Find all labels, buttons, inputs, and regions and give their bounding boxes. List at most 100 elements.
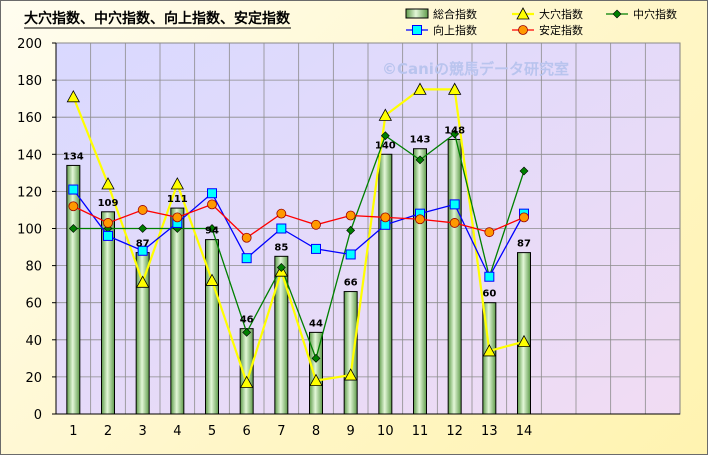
x-tick-label: 13 [481, 424, 498, 439]
marker-triangle [101, 177, 115, 190]
y-tick-label: 80 [25, 260, 42, 275]
legend-label: 大穴指数 [539, 7, 583, 21]
legend-label: 安定指数 [539, 23, 583, 37]
x-tick-label: 9 [347, 424, 355, 439]
marker-triangle [413, 82, 427, 95]
x-tick-label: 2 [104, 424, 112, 439]
marker-square [137, 245, 148, 256]
watermark: ©Caniの競馬データ研究室 [382, 60, 569, 78]
marker-circle [518, 25, 528, 35]
y-tick-label: 0 [34, 408, 42, 423]
bar [447, 138, 462, 415]
legend-label: 向上指数 [433, 23, 477, 37]
marker-square [412, 25, 422, 35]
marker-circle [345, 210, 356, 221]
x-tick-label: 12 [446, 424, 463, 439]
marker-square [345, 249, 356, 260]
marker-circle [519, 212, 529, 223]
y-tick-label: 20 [25, 371, 42, 386]
bar [101, 211, 115, 415]
y-tick-label: 180 [17, 74, 42, 89]
marker-triangle [135, 275, 150, 288]
chart-title: 大穴指数、中穴指数、向上指数、安定指数 [24, 10, 291, 27]
bar-data-label: 44 [309, 318, 323, 329]
series-line [73, 132, 525, 361]
series-line [73, 203, 525, 239]
marker-diamond [242, 327, 252, 337]
marker-square [449, 199, 460, 210]
series-line [72, 189, 525, 279]
marker-circle [137, 205, 148, 215]
bar-data-label: 134 [63, 151, 84, 162]
marker-diamond [380, 131, 390, 141]
marker-circle [415, 214, 425, 225]
legend-label: 総合指数 [433, 7, 477, 21]
y-tick-label: 60 [25, 297, 42, 312]
marker-diamond [415, 155, 425, 165]
marker-triangle [205, 273, 219, 286]
marker-circle [241, 232, 252, 243]
bar [274, 255, 289, 415]
x-tick-label: 14 [516, 424, 533, 439]
marker-square [103, 230, 113, 241]
marker-triangle [66, 89, 81, 103]
y-tick-label: 120 [17, 185, 42, 200]
x-tick-label: 11 [412, 424, 429, 439]
y-tick-label: 200 [17, 37, 42, 52]
marker-diamond [68, 224, 78, 233]
bar-data-label: 87 [517, 239, 531, 250]
marker-diamond [612, 9, 622, 19]
marker-diamond [311, 353, 321, 363]
marker-square [311, 243, 321, 254]
y-tick-label: 160 [17, 111, 42, 126]
marker-diamond [207, 224, 217, 233]
marker-circle [484, 227, 495, 238]
x-tick-label: 5 [208, 424, 216, 439]
bar-data-label: 60 [482, 289, 496, 300]
y-tick-label: 140 [17, 148, 42, 163]
series-line [72, 88, 525, 387]
marker-square [68, 184, 79, 195]
marker-circle [311, 219, 321, 230]
x-tick-label: 4 [173, 424, 181, 439]
marker-square [241, 253, 252, 264]
x-tick-label: 6 [243, 424, 251, 439]
marker-triangle [343, 368, 358, 381]
marker-circle [207, 199, 217, 210]
bar-data-label: 143 [410, 135, 431, 146]
bar [343, 291, 358, 415]
marker-circle [172, 212, 183, 223]
bar [170, 207, 185, 415]
marker-triangle [239, 375, 254, 388]
marker-triangle [516, 7, 530, 20]
bar-data-label: 111 [167, 194, 188, 205]
marker-square [484, 271, 495, 282]
bar-data-label: 46 [240, 315, 254, 326]
marker-circle [103, 218, 113, 228]
marker-triangle [309, 373, 323, 387]
legend-swatch-bar [405, 8, 429, 19]
bar-data-label: 140 [375, 140, 396, 151]
bar [309, 331, 323, 415]
x-tick-label: 3 [139, 424, 147, 439]
bar-data-label: 94 [205, 226, 219, 237]
marker-diamond [346, 225, 356, 235]
bar [378, 153, 393, 415]
marker-circle [276, 208, 287, 219]
marker-triangle [482, 344, 497, 357]
bar-data-label: 109 [98, 198, 119, 209]
marker-triangle [517, 334, 531, 348]
marker-diamond [138, 224, 148, 233]
marker-circle [68, 201, 79, 212]
x-tick-label: 10 [377, 424, 394, 439]
marker-diamond [276, 263, 286, 272]
bar-data-label: 87 [136, 239, 150, 250]
marker-triangle [378, 108, 393, 121]
bar [517, 252, 531, 415]
y-tick-label: 40 [25, 334, 42, 349]
marker-square [207, 188, 217, 199]
bar-data-label: 85 [274, 242, 288, 253]
marker-circle [449, 218, 460, 228]
